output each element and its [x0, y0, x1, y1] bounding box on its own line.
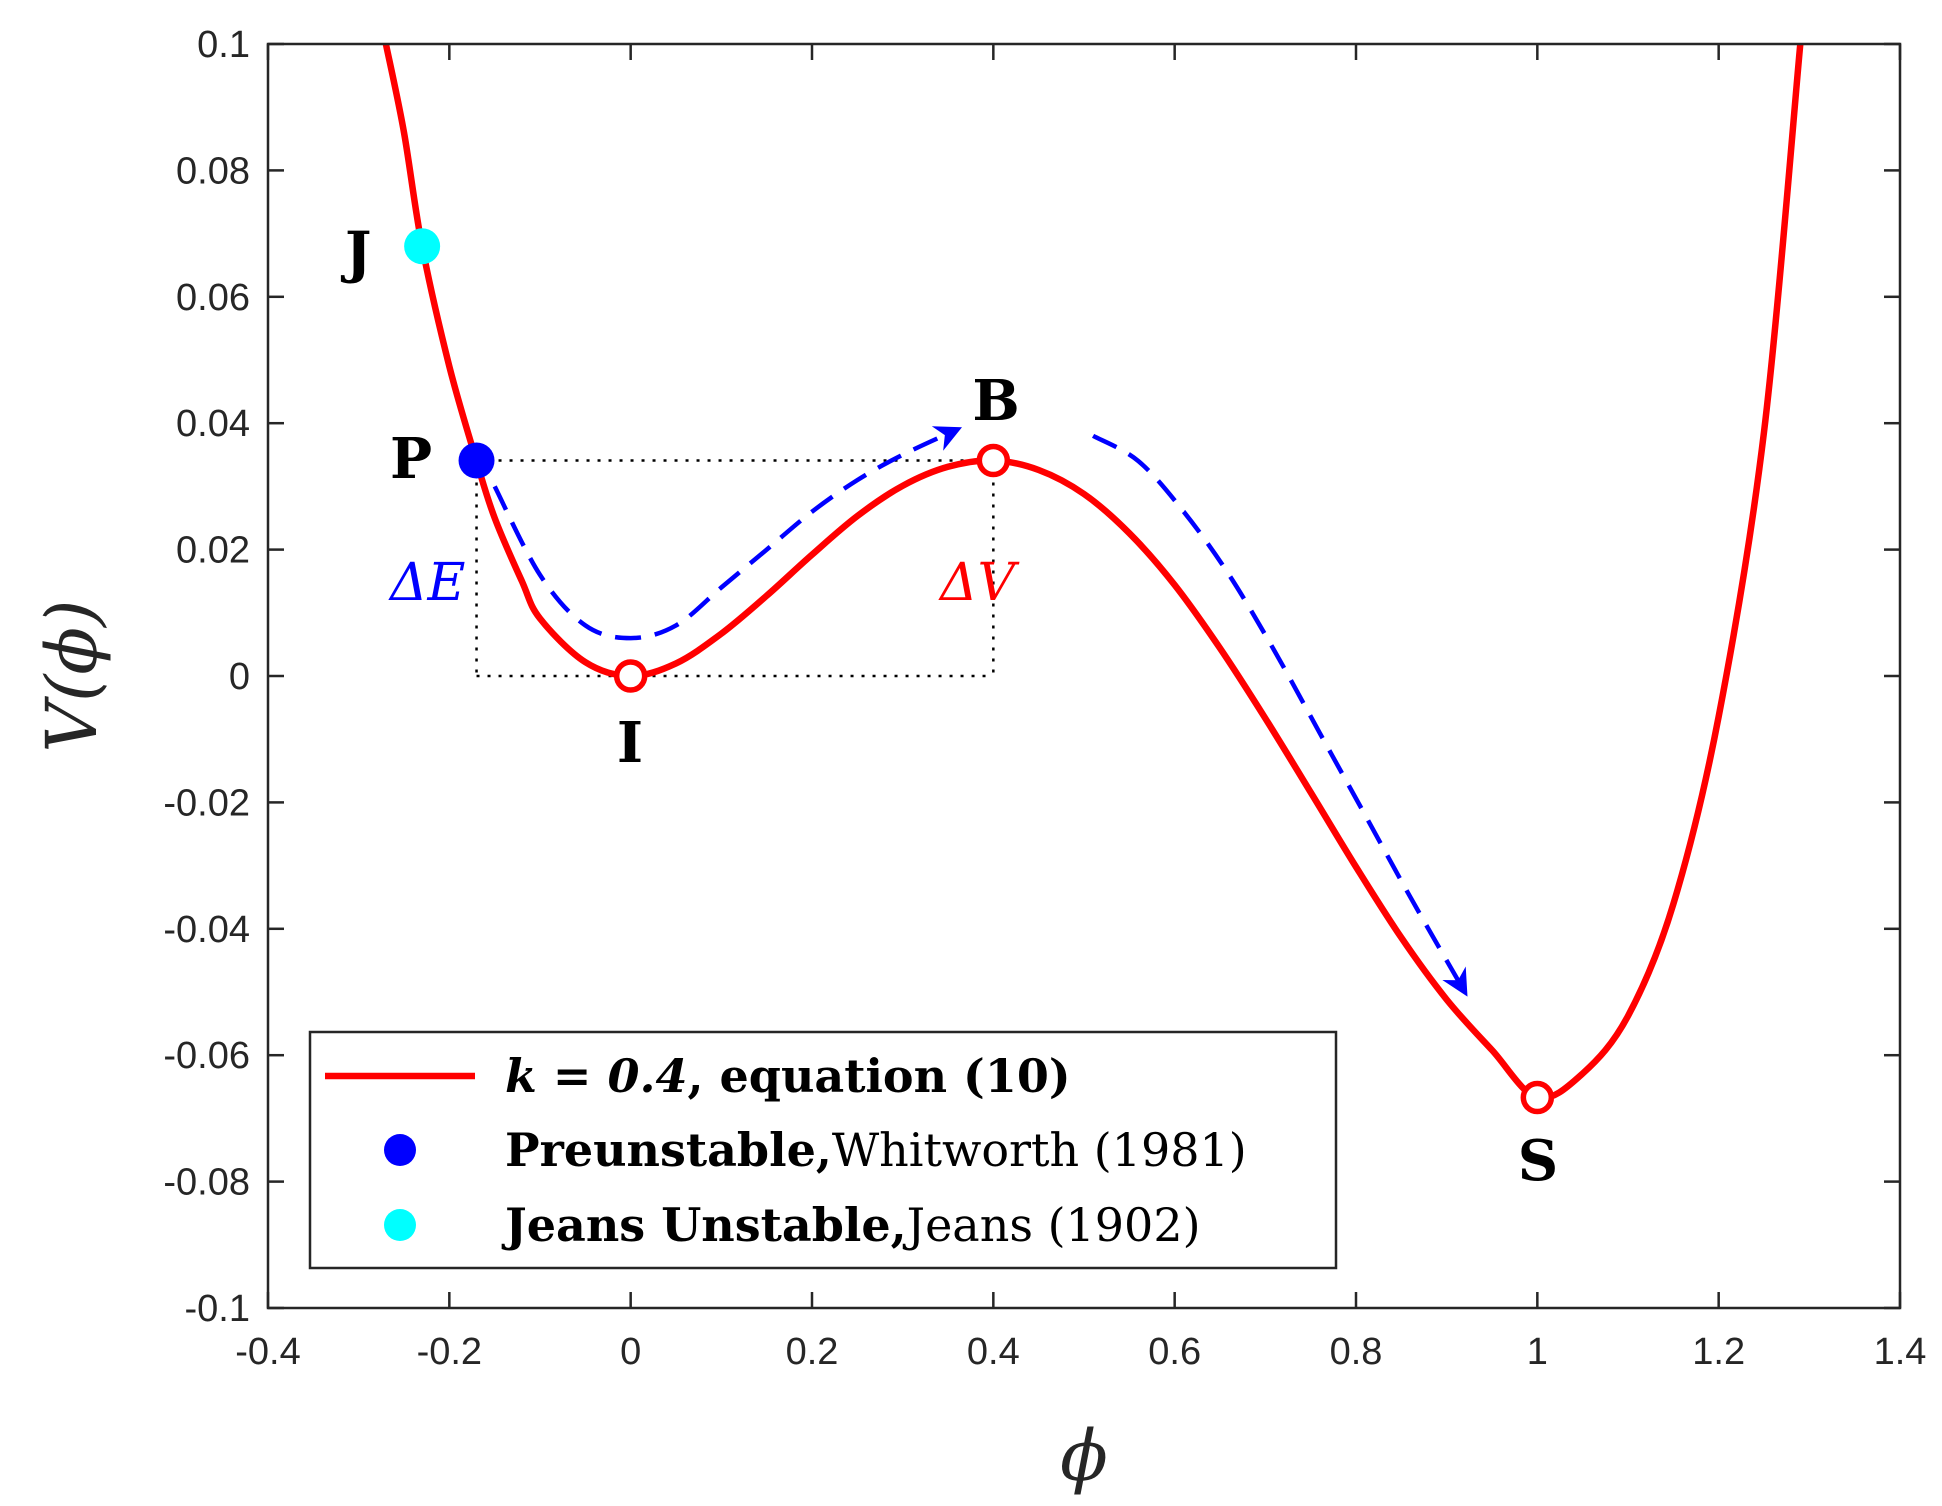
x-tick-label: 1.4 — [1874, 1331, 1927, 1373]
y-tick-label: -0.04 — [163, 909, 250, 951]
legend-dot-preunstable — [384, 1134, 416, 1166]
legend-entry-jeans-text: Jeans (1902) — [903, 1198, 1201, 1252]
x-axis-label: ϕ — [1060, 1415, 1108, 1497]
legend-entry-curve-text: , equation (10) — [687, 1049, 1070, 1103]
legend-entry-curve: k = 0.4, equation (10) — [505, 1049, 1071, 1103]
legend: k = 0.4, equation (10) Preunstable,Whitw… — [308, 1030, 1338, 1270]
x-tick-label: -0.2 — [417, 1331, 482, 1373]
y-tick-label: -0.02 — [163, 782, 250, 824]
point-label-s: S — [1518, 1128, 1558, 1194]
legend-entry-jeans: Jeans Unstable,Jeans (1902) — [501, 1198, 1201, 1252]
y-tick-label: -0.1 — [185, 1288, 250, 1330]
y-tick-label: 0 — [229, 656, 250, 698]
x-tick-label: 1 — [1527, 1331, 1548, 1373]
y-tick-label: 0.08 — [176, 150, 250, 192]
x-tick-label: 1.2 — [1692, 1331, 1745, 1373]
point-b — [976, 443, 1011, 478]
point-p — [458, 442, 495, 479]
point-label-b: B — [972, 368, 1019, 434]
legend-entry-jeans-bold: Jeans Unstable, — [501, 1198, 907, 1252]
dashed-arrow-uphill — [492, 426, 963, 641]
x-tick-label: -0.4 — [235, 1331, 300, 1373]
legend-entry-preunstable: Preunstable,Whitworth (1981) — [505, 1123, 1247, 1177]
point-label-i: I — [617, 710, 643, 776]
x-tick-label: 0.2 — [786, 1331, 839, 1373]
dashed-arrow-downhill — [1091, 433, 1468, 997]
legend-entry-curve-math: k = 0.4 — [505, 1049, 687, 1103]
y-tick-label: 0.1 — [197, 24, 250, 66]
legend-entry-preunstable-bold: Preunstable, — [505, 1123, 832, 1177]
point-j — [404, 228, 441, 265]
delta-v-label: ΔV — [938, 553, 1020, 613]
point-label-p: P — [390, 426, 432, 492]
points-layer — [404, 228, 1555, 1115]
y-tick-label: 0.06 — [176, 277, 250, 319]
x-tick-label: 0.4 — [967, 1331, 1020, 1373]
legend-dot-jeans — [384, 1209, 416, 1241]
y-tick-label: 0.02 — [176, 530, 250, 572]
legend-entry-preunstable-text: Whitworth (1981) — [832, 1123, 1247, 1177]
x-tick-label: 0 — [620, 1331, 641, 1373]
point-s — [1520, 1080, 1555, 1115]
y-tick-label: 0.04 — [176, 403, 250, 445]
delta-e-label: ΔE — [388, 553, 466, 613]
guide-lines — [475, 459, 995, 678]
point-i — [613, 659, 648, 693]
series-line — [382, 43, 1804, 1102]
y-tick-label: -0.08 — [163, 1162, 250, 1204]
legend-box — [308, 1030, 1338, 1270]
series-layer — [382, 43, 1804, 1102]
point-label-j: J — [340, 220, 372, 286]
x-tick-label: 0.6 — [1148, 1331, 1201, 1373]
y-axis-label: V(ϕ) — [31, 600, 113, 753]
ticks-layer: -0.4 -0.2 0 0.2 0.4 0.6 0.8 1 1.2 1.4 -0.1 -0.08 -0.… — [163, 24, 1926, 1373]
y-tick-label: -0.06 — [163, 1035, 250, 1077]
x-tick-label: 0.8 — [1330, 1331, 1383, 1373]
